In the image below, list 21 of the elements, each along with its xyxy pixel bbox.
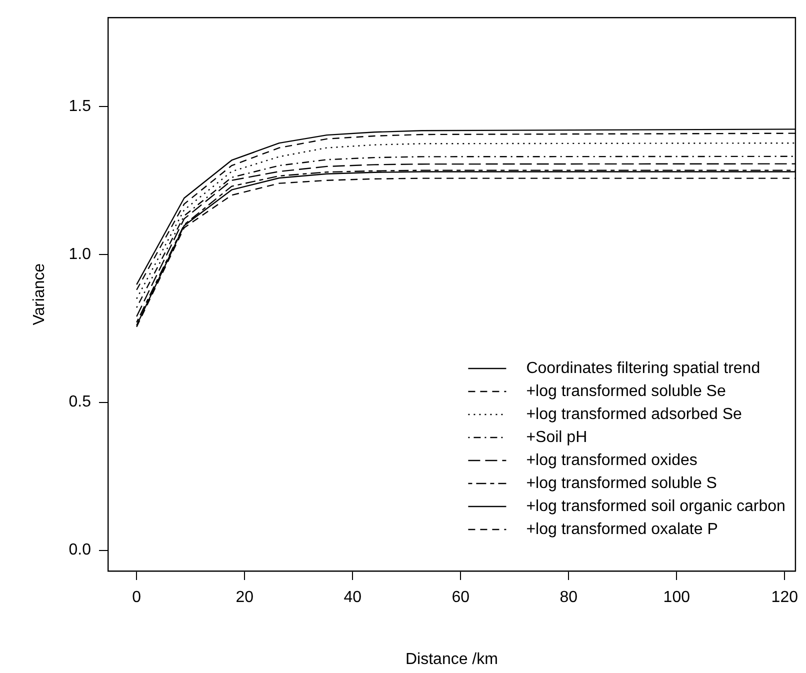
x-tick-label: 40 [344,589,362,606]
legend-label: Coordinates filtering spatial trend [526,360,760,377]
legend-label: +log transformed soil organic carbon [526,498,786,515]
x-axis-title: Distance /km [405,650,498,668]
y-tick-label: 0.5 [68,394,92,411]
legend-label: +log transformed adsorbed Se [526,406,742,423]
y-tick-label: 1.0 [68,246,92,263]
x-tick-label: 80 [560,589,578,606]
legend-label: +Soil pH [526,428,588,446]
legend-label: +log transformed soluble S [526,474,717,492]
legend-label: +log transformed oxides [526,452,698,469]
x-tick-label: 0 [132,589,142,606]
y-axis-title: Variance [31,263,48,326]
x-tick-label: 60 [452,589,470,606]
y-tick-label: 0.0 [68,542,92,559]
y-tick-label: 1.5 [68,98,92,115]
legend-label: +log transformed oxalate P [526,520,718,538]
x-tick-label: 100 [663,589,690,606]
x-tick-label: 20 [236,589,254,606]
legend-label: +log transformed soluble Se [526,382,726,400]
x-tick-label: 120 [771,589,798,606]
